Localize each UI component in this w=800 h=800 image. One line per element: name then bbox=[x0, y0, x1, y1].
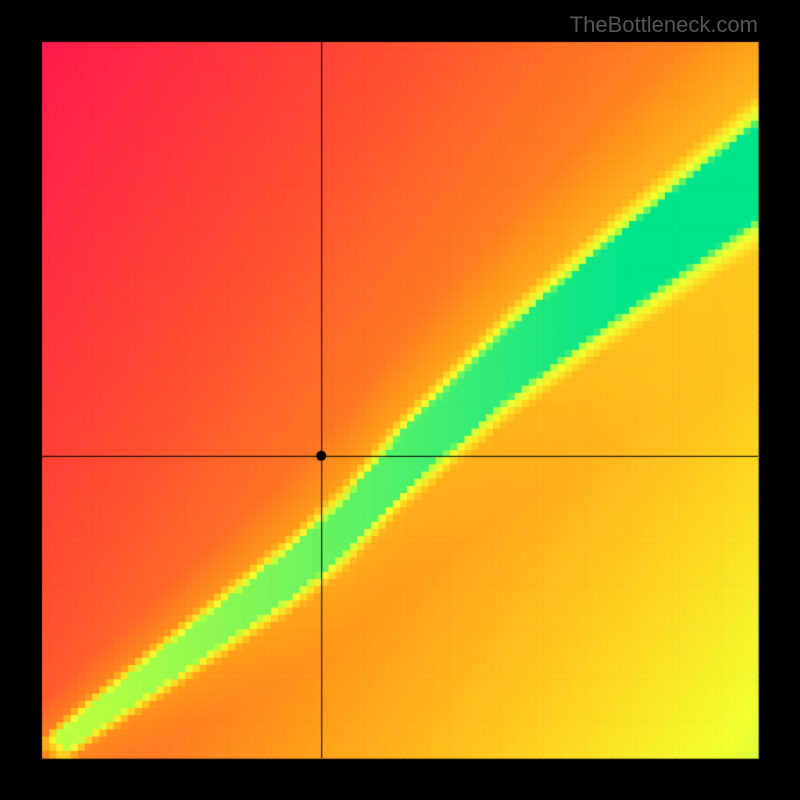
watermark-text: TheBottleneck.com bbox=[570, 12, 758, 38]
chart-container: { "canvas": { "width": 800, "height": 80… bbox=[0, 0, 800, 800]
bottleneck-heatmap bbox=[0, 0, 800, 800]
